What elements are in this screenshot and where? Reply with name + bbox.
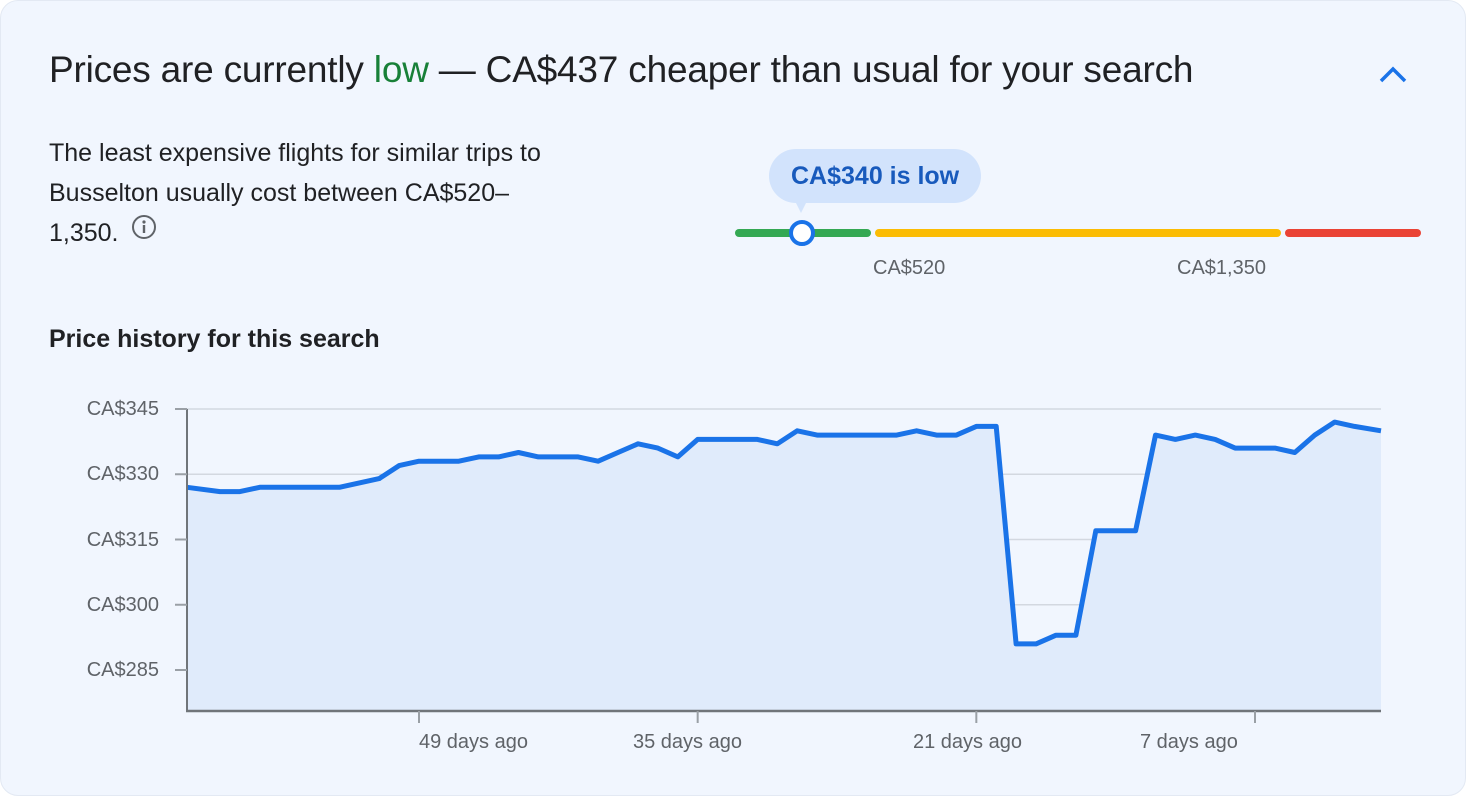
y-tick-label: CA$285 [86,659,159,681]
typical-price-description: The least expensive flights for similar … [49,133,549,253]
x-tick-label: 21 days ago [913,731,1022,753]
price-status-low: low [373,49,429,90]
y-tick-label: CA$330 [86,463,159,485]
range-low-threshold: CA$520 [873,257,946,279]
range-segment-high [1285,229,1421,237]
price-line [186,419,1382,647]
range-high-threshold: CA$1,350 [1177,257,1266,279]
range-segment-typical [875,229,1281,237]
info-icon[interactable] [131,212,157,252]
price-status-headline: Prices are currently low — CA$437 cheape… [49,49,1193,91]
x-tick-label: 35 days ago [633,731,742,753]
chart-axes [175,408,1381,723]
collapse-button[interactable] [1371,53,1415,97]
y-tick-label: CA$315 [86,529,159,551]
headline-prefix: Prices are currently [49,49,374,90]
price-area-fill [187,422,1381,711]
headline-suffix: — CA$437 cheaper than usual for your sea… [428,49,1194,90]
current-price-marker [789,220,815,246]
x-tick-label: 49 days ago [419,731,528,753]
y-tick-label: CA$300 [86,594,159,616]
x-tick-label: 7 days ago [1140,731,1238,753]
bubble-pointer [795,201,807,213]
description-text: The least expensive flights for similar … [49,139,541,247]
chart-title: Price history for this search [49,325,380,353]
y-tick-label: CA$345 [86,398,159,420]
chevron-up-icon [1379,66,1407,83]
current-price-bubble: CA$340 is low [769,149,982,203]
